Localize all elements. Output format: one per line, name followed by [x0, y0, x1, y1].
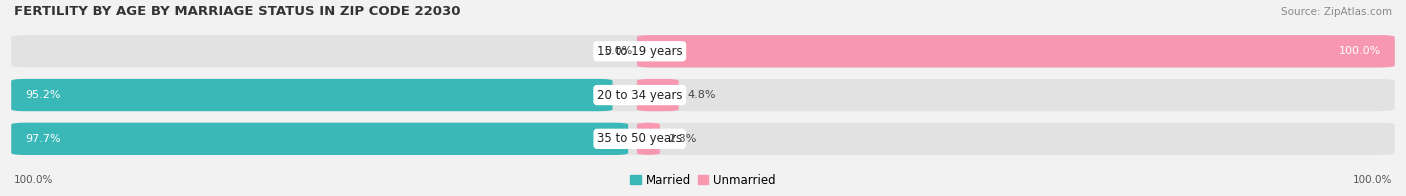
FancyBboxPatch shape [11, 35, 1395, 67]
FancyBboxPatch shape [11, 123, 1395, 155]
Text: 20 to 34 years: 20 to 34 years [598, 89, 682, 102]
Text: 2.3%: 2.3% [668, 134, 696, 144]
FancyBboxPatch shape [11, 79, 1395, 111]
Text: Source: ZipAtlas.com: Source: ZipAtlas.com [1281, 7, 1392, 17]
Text: 35 to 50 years: 35 to 50 years [598, 132, 682, 145]
Text: 100.0%: 100.0% [14, 175, 53, 185]
Text: 0.0%: 0.0% [605, 46, 633, 56]
FancyBboxPatch shape [637, 123, 659, 155]
FancyBboxPatch shape [637, 35, 1395, 67]
Text: 100.0%: 100.0% [1339, 46, 1381, 56]
Text: 95.2%: 95.2% [25, 90, 60, 100]
Text: 100.0%: 100.0% [1353, 175, 1392, 185]
Text: 4.8%: 4.8% [688, 90, 716, 100]
Text: 15 to 19 years: 15 to 19 years [598, 45, 682, 58]
Text: FERTILITY BY AGE BY MARRIAGE STATUS IN ZIP CODE 22030: FERTILITY BY AGE BY MARRIAGE STATUS IN Z… [14, 5, 461, 18]
Text: 97.7%: 97.7% [25, 134, 60, 144]
FancyBboxPatch shape [11, 123, 628, 155]
Legend: Married, Unmarried: Married, Unmarried [626, 169, 780, 191]
FancyBboxPatch shape [637, 79, 679, 111]
FancyBboxPatch shape [11, 79, 613, 111]
